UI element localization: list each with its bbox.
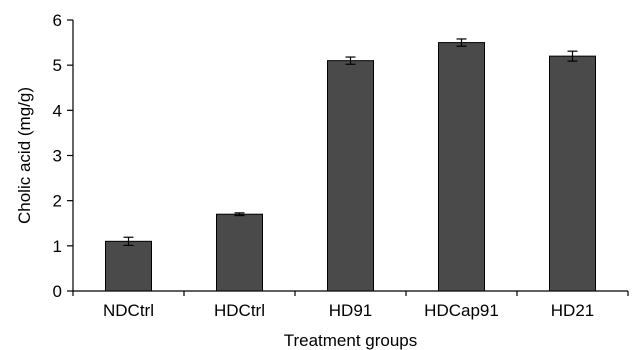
x-tick-label: HDCtrl [214, 301, 265, 320]
y-tick-label: 2 [53, 192, 62, 211]
bar-ndctrl [105, 240, 152, 292]
error-bars [123, 38, 578, 246]
x-axis-title: Treatment groups [284, 331, 418, 350]
y-tick-label: 5 [53, 56, 62, 75]
x-tick-label: NDCtrl [103, 301, 154, 320]
bar-hd91 [327, 60, 374, 292]
error-bar-hd91 [345, 56, 356, 65]
error-bar-hdctrl [234, 212, 245, 217]
y-tick-label: 0 [53, 282, 62, 301]
error-bar-hdcap91 [456, 38, 467, 47]
x-tick-label: HDCap91 [424, 301, 499, 320]
error-bar-ndctrl [123, 236, 134, 246]
y-tick-label: 3 [53, 147, 62, 166]
y-axis: 0 1 2 3 4 5 6 [53, 11, 74, 301]
x-axis: NDCtrl HDCtrl HD91 HDCap91 HD21 [72, 290, 629, 320]
bar-hdctrl [216, 213, 263, 292]
bar-hd21 [549, 55, 596, 292]
bars [105, 42, 596, 292]
error-bar-hd21 [567, 50, 578, 62]
y-tick-label: 4 [53, 101, 62, 120]
y-tick-label: 1 [53, 237, 62, 256]
y-axis-title: Cholic acid (mg/g) [15, 87, 34, 224]
y-tick-label: 6 [53, 11, 62, 30]
x-tick-label: HD91 [329, 301, 372, 320]
bar-hdcap91 [438, 42, 485, 292]
x-tick-label: HD21 [551, 301, 594, 320]
